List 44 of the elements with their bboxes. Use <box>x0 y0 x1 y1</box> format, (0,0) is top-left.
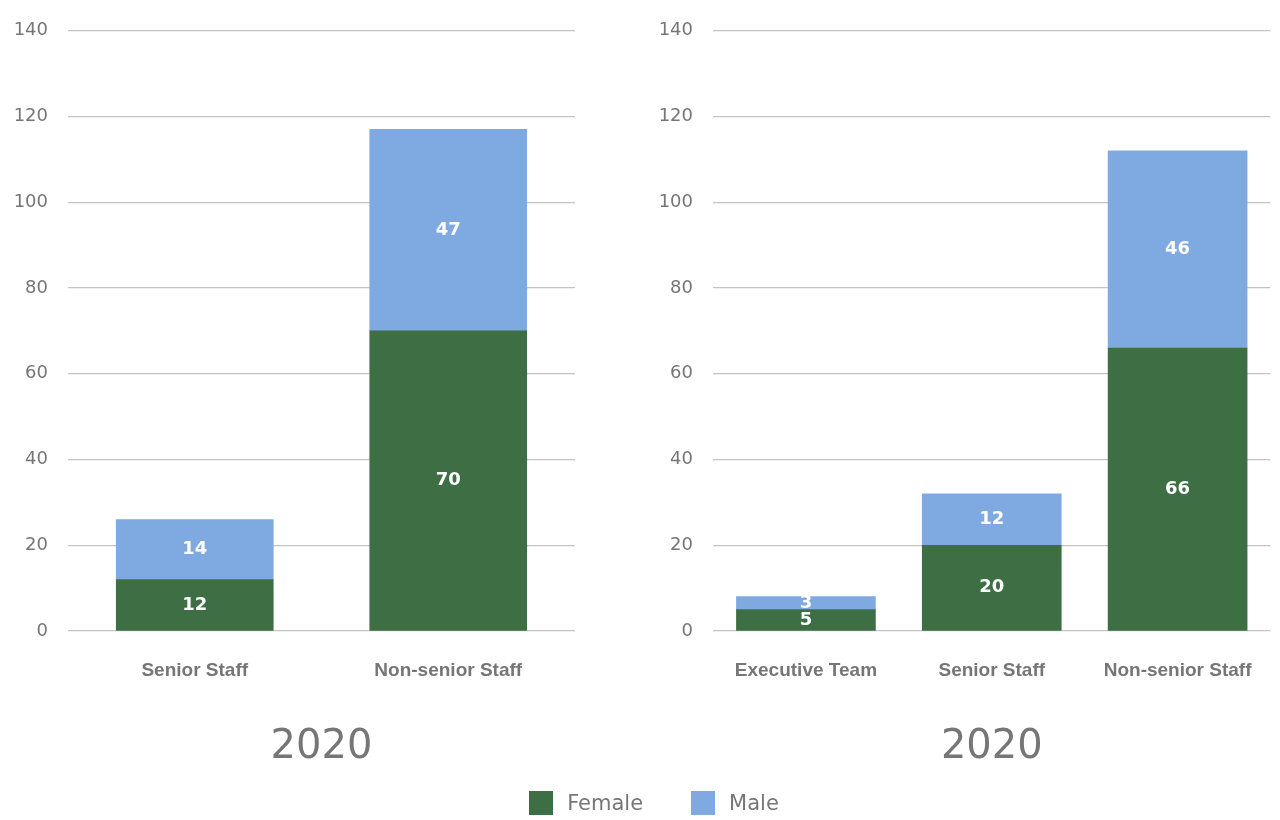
bar <box>736 596 876 610</box>
x-tick-label: Senior Staff <box>141 658 249 680</box>
data-label: 66 <box>1165 476 1191 498</box>
legend-label: Male <box>729 791 779 815</box>
y-tick-label: 0 <box>36 618 48 640</box>
bar <box>736 609 876 631</box>
data-label: 20 <box>979 575 1005 597</box>
bar <box>1107 347 1248 631</box>
bar <box>369 129 528 332</box>
y-tick-label: 140 <box>658 18 693 40</box>
data-label: 46 <box>1165 237 1191 259</box>
y-tick-label: 20 <box>25 532 48 554</box>
x-tick-label: Executive Team <box>734 658 878 680</box>
y-tick-label: 0 <box>681 618 693 640</box>
y-tick-label: 80 <box>670 275 693 297</box>
data-label: 14 <box>182 537 208 559</box>
data-label: 47 <box>435 217 461 239</box>
data-label: 70 <box>435 468 461 490</box>
y-tick-label: 60 <box>670 361 693 383</box>
bar <box>115 519 274 580</box>
x-tick-label: Non-senior Staff <box>1103 658 1253 680</box>
y-tick-label: 60 <box>25 361 48 383</box>
y-tick-label: 100 <box>13 189 48 211</box>
y-tick-label: 40 <box>670 447 693 469</box>
data-label: 12 <box>979 507 1005 529</box>
bar <box>115 579 274 631</box>
data-label: 5 <box>799 607 813 629</box>
x-axis-title: 2020 <box>940 721 1043 768</box>
bar <box>369 330 528 631</box>
x-tick-label: Non-senior Staff <box>374 658 523 680</box>
y-tick-label: 120 <box>13 104 48 126</box>
x-axis-title: 2020 <box>270 721 373 768</box>
y-tick-label: 120 <box>658 104 693 126</box>
y-tick-label: 20 <box>670 532 693 554</box>
y-tick-label: 40 <box>25 447 48 469</box>
data-label: 12 <box>182 592 208 614</box>
y-tick-label: 140 <box>13 18 48 40</box>
bar <box>921 544 1062 631</box>
y-tick-label: 100 <box>658 189 693 211</box>
bar <box>921 493 1062 546</box>
bar <box>1107 150 1248 349</box>
legend-label: Female <box>567 791 644 815</box>
x-tick-label: Senior Staff <box>938 658 1046 680</box>
y-tick-label: 80 <box>25 275 48 297</box>
